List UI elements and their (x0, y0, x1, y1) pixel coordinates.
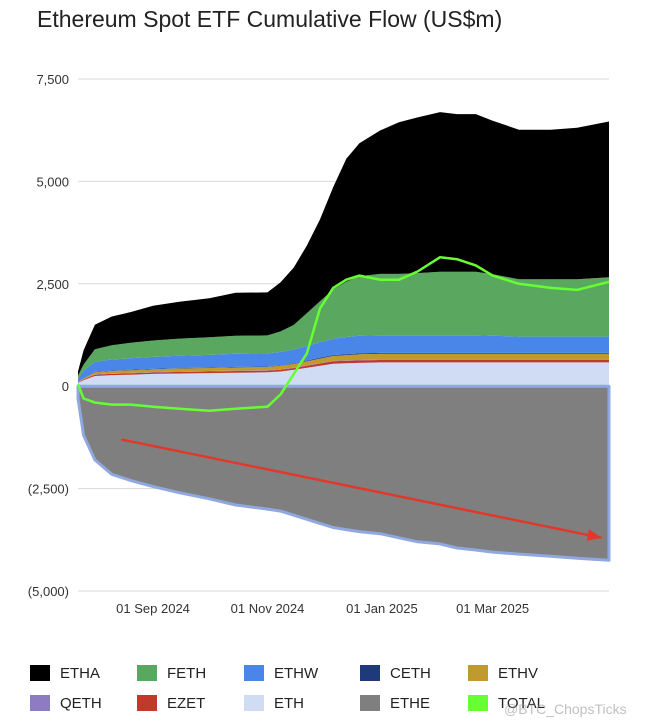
legend-item-ceth: CETH (360, 663, 468, 683)
y-tick-label: (2,500) (28, 482, 69, 497)
legend-swatch (244, 665, 264, 681)
legend-swatch (137, 665, 157, 681)
legend-label: FETH (167, 664, 207, 682)
legend-swatch (244, 695, 264, 711)
legend-label: ETHW (274, 664, 319, 682)
y-tick-label: 2,500 (36, 277, 69, 292)
trend-arrow (120, 438, 602, 539)
legend-swatch (468, 665, 488, 681)
y-tick-label: 7,500 (36, 72, 69, 87)
x-tick-label: 01 Nov 2024 (231, 601, 305, 616)
line-total (76, 255, 610, 413)
y-tick-label: 5,000 (36, 174, 69, 189)
legend-label: ETHA (60, 664, 101, 682)
x-tick-label: 01 Jan 2025 (346, 601, 418, 616)
area-ezet (78, 360, 609, 383)
legend-item-qeth: QETH (30, 693, 137, 713)
legend: ETHA FETH ETHW CETH ETHV QETH EZET ETH ETHE TOTAL (30, 663, 670, 713)
area-ethv (78, 353, 609, 383)
area-ethw (78, 335, 609, 383)
legend-swatch (30, 665, 50, 681)
x-tick-label: 01 Sep 2024 (116, 601, 190, 616)
legend-swatch (360, 695, 380, 711)
legend-swatch (30, 695, 50, 711)
legend-item-ethv: ETHV (468, 663, 578, 683)
trend-arrow-head (586, 529, 602, 541)
legend-swatch (137, 695, 157, 711)
legend-item-ethw: ETHW (244, 663, 360, 683)
chart-plot: 7,500 5,000 2,500 0 (2,500) (5,000) 01 Sep 202… (28, 72, 611, 616)
chart-title: Ethereum Spot ETF Cumulative Flow (US$m) (37, 6, 503, 32)
watermark: @BTC_ChopsTicks (504, 701, 627, 717)
legend-swatch (360, 665, 380, 681)
legend-label: CETH (390, 664, 431, 682)
legend-swatch (468, 695, 488, 711)
legend-label: QETH (60, 694, 102, 712)
area-etha (78, 112, 609, 376)
y-tick-label: 0 (62, 379, 69, 394)
x-tick-label: 01 Mar 2025 (456, 601, 529, 616)
legend-item-total: TOTAL (468, 693, 578, 713)
legend-label: ETHE (390, 694, 431, 712)
legend-item-eth: ETH (244, 693, 360, 713)
legend-label: ETH (274, 694, 304, 712)
legend-label: ETHV (498, 664, 539, 682)
legend-label: EZET (167, 694, 206, 712)
area-feth (78, 271, 609, 379)
area-eth (78, 362, 609, 387)
legend-item-ezet: EZET (137, 693, 244, 713)
legend-item-feth: FETH (137, 663, 244, 683)
legend-item-etha: ETHA (30, 663, 137, 683)
legend-item-ethe: ETHE (360, 693, 468, 713)
area-ethe (76, 384, 611, 562)
legend-label: TOTAL (498, 694, 545, 712)
y-tick-label: (5,000) (28, 584, 69, 599)
